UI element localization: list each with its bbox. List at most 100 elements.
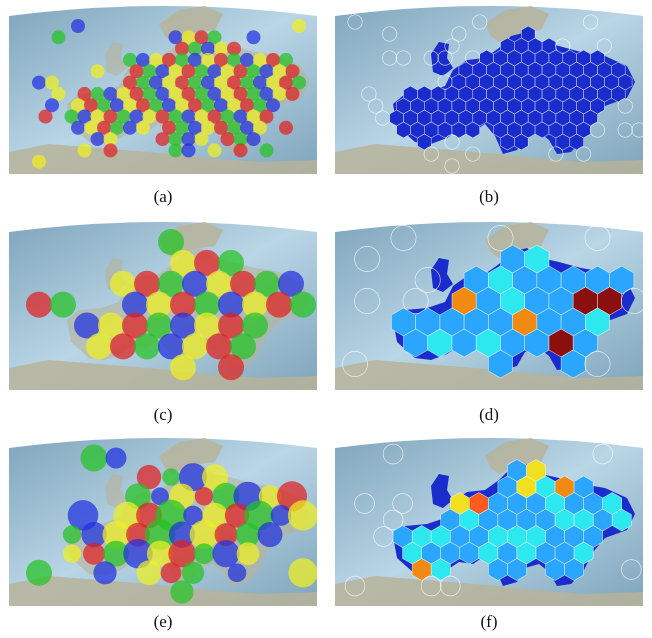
cluster-circle [181, 132, 196, 147]
hex-bin [507, 558, 527, 581]
cluster-circle [149, 98, 163, 113]
cluster-circle [122, 312, 148, 339]
britain-land [105, 474, 127, 508]
cluster-circle [207, 30, 222, 45]
cluster-circle [146, 312, 172, 339]
cluster-circle [129, 64, 144, 79]
cluster-circle [292, 75, 306, 90]
cluster-circle [84, 98, 98, 113]
cluster-circle [123, 75, 137, 90]
empty-bin-outline [631, 122, 643, 138]
map-figure-c [9, 218, 317, 390]
cluster-circle [90, 109, 105, 124]
hex-bin [465, 121, 480, 139]
land-mass [9, 360, 317, 390]
cluster-circle [103, 143, 118, 158]
cluster-circle [155, 132, 170, 147]
empty-bin-outline [414, 267, 441, 293]
cluster-circle [129, 86, 144, 101]
cluster-circle [142, 64, 157, 79]
cluster-circle [84, 120, 98, 135]
empty-bin-outline [368, 98, 384, 114]
cluster-circle [155, 86, 170, 101]
cluster-circle [105, 447, 127, 469]
empty-bin-outline [472, 14, 488, 30]
cluster-circle [188, 41, 202, 56]
cluster-circle [170, 312, 196, 339]
empty-bin-outline [589, 122, 606, 138]
cluster-circle [240, 98, 254, 113]
cluster-circle [168, 132, 183, 147]
hex-bin [611, 508, 632, 532]
cluster-circle [123, 98, 137, 113]
cluster-circle [218, 354, 244, 381]
cluster-circle [214, 523, 238, 547]
cluster-circle [227, 120, 241, 135]
cluster-circle [142, 109, 157, 124]
empty-bin-outline [354, 493, 375, 514]
cluster-circle [253, 98, 267, 113]
cluster-circle [207, 143, 222, 158]
cluster-circle [207, 86, 222, 101]
cluster-circle [74, 312, 100, 339]
cluster-circle [279, 75, 293, 90]
cluster-circle [194, 291, 220, 318]
cluster-circle [71, 120, 85, 135]
cluster-circle [246, 86, 261, 101]
cluster-circle [146, 291, 172, 318]
cluster-circle [168, 143, 183, 158]
caption-a: (a) [153, 187, 173, 206]
cluster-circle [285, 86, 300, 101]
cluster-circle [220, 86, 235, 101]
cluster-circle [162, 52, 176, 67]
cluster-circle [246, 30, 261, 45]
cluster-circle [194, 487, 214, 506]
cluster-circle [285, 64, 300, 79]
cluster-circle [110, 270, 136, 297]
panel-b [335, 2, 643, 174]
cluster-circle [136, 560, 162, 586]
panel-c [9, 218, 317, 390]
cluster-circle [220, 64, 235, 79]
cluster-circle [86, 333, 112, 360]
cluster-circle [233, 132, 248, 147]
globe-sky [335, 218, 643, 232]
cluster-circle [218, 249, 244, 276]
cluster-circle [272, 64, 287, 79]
cluster-circle [136, 120, 150, 135]
hex-bin [430, 558, 451, 581]
britain-choropleth [431, 474, 453, 508]
cluster-circle [287, 500, 317, 531]
cluster-circle [175, 120, 189, 135]
cluster-circle [266, 52, 280, 67]
globe-sky [9, 218, 317, 232]
empty-bin-outline [423, 146, 439, 162]
globe-sky [335, 2, 643, 16]
cluster-circle [194, 312, 220, 339]
cluster-circle [246, 64, 261, 79]
globe-sky [9, 2, 317, 16]
cluster-circle [168, 540, 196, 568]
hex-bin [560, 349, 586, 379]
cluster-circle [220, 132, 235, 147]
empty-bin-outline [344, 575, 366, 597]
cluster-circle [102, 521, 130, 549]
empty-bin-outline [392, 493, 413, 514]
cluster-circle [193, 543, 215, 564]
cluster-circle [257, 522, 283, 548]
cluster-circle [175, 41, 189, 56]
britain-land [105, 42, 127, 76]
empty-bin-outline [592, 443, 613, 465]
cluster-circle [183, 505, 203, 526]
cluster-circle [155, 109, 170, 124]
hex-bin [514, 133, 529, 151]
caption-c: (c) [153, 405, 173, 424]
cluster-circle [98, 312, 124, 339]
cluster-circle [227, 98, 241, 113]
empty-bin-outline [423, 50, 439, 66]
cluster-circle [103, 109, 118, 124]
cluster-circle [38, 109, 53, 124]
empty-bin-outline [354, 246, 381, 272]
cluster-circle [90, 132, 105, 147]
cluster-circle [45, 98, 59, 113]
